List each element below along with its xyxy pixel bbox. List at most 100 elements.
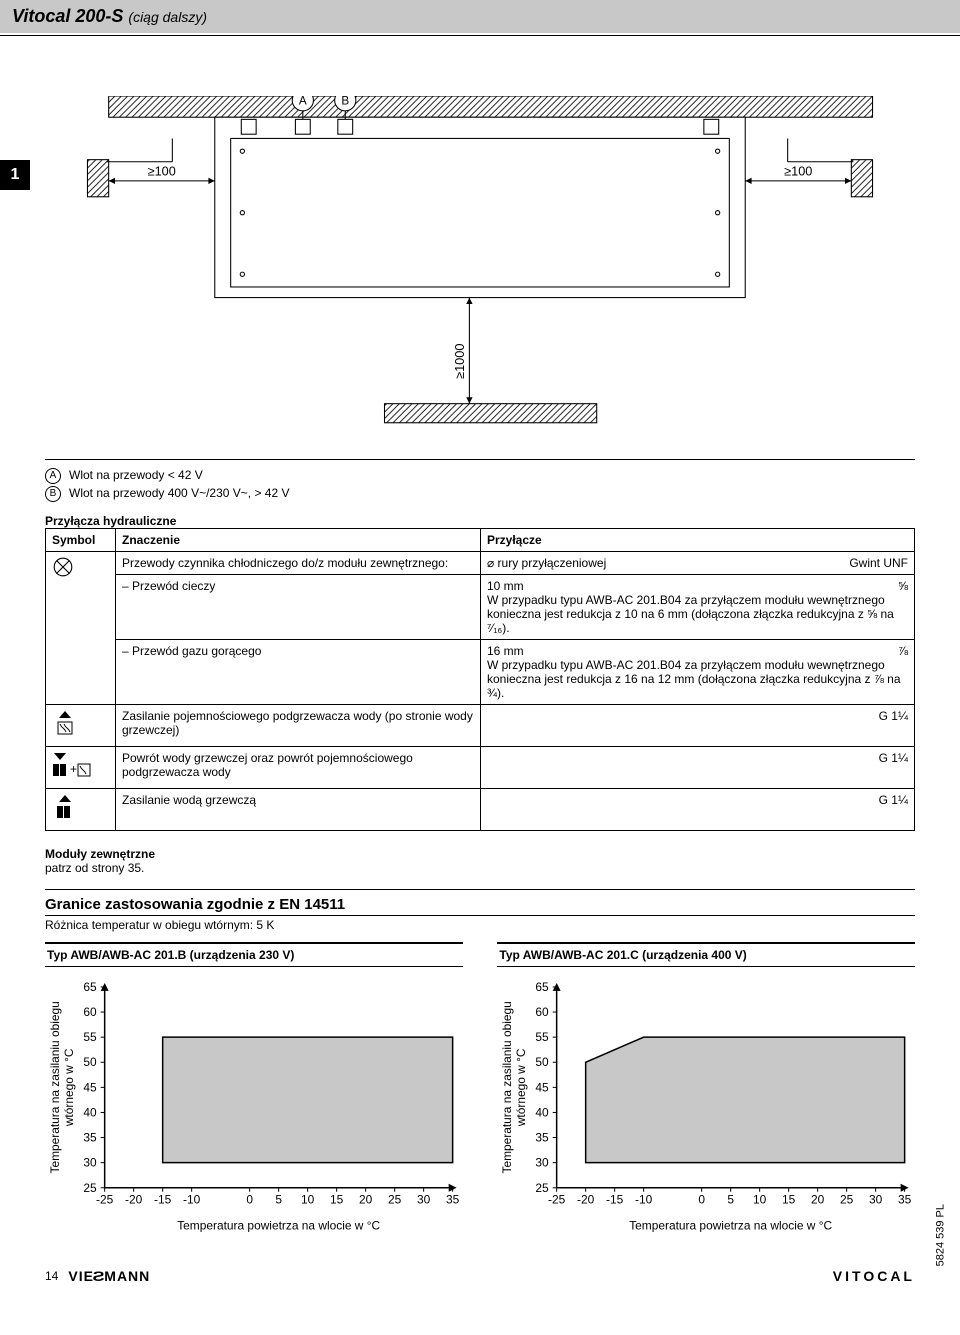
svg-text:0: 0	[246, 1192, 253, 1206]
sub-liquid-conn: 10 mm ⅝ W przypadku typu AWB-AC 201.B04 …	[480, 574, 914, 639]
sym-heater-up-rad: +	[46, 746, 116, 788]
svg-text:wtórnego w °C: wtórnego w °C	[62, 1048, 76, 1127]
th-meaning: Znaczenie	[116, 528, 481, 551]
svg-text:30: 30	[536, 1155, 550, 1169]
svg-text:-15: -15	[606, 1192, 624, 1206]
svg-text:25: 25	[388, 1192, 402, 1206]
diagram-label-a: A	[299, 96, 307, 107]
svg-text:-25: -25	[96, 1192, 114, 1206]
svg-text:30: 30	[869, 1192, 883, 1206]
svg-text:-10: -10	[183, 1192, 201, 1206]
meaning-rad-down: Zasilanie wodą grzewczą	[116, 788, 481, 830]
svg-text:-20: -20	[577, 1192, 595, 1206]
sym-rad-down	[46, 788, 116, 830]
th-symbol: Symbol	[46, 528, 116, 551]
svg-text:Temperatura na zasilaniu obieg: Temperatura na zasilaniu obiegu	[500, 1001, 514, 1173]
svg-text:40: 40	[83, 1105, 97, 1119]
product-line: VITOCAL	[833, 1268, 915, 1284]
chart-right-svg: 253035404550556065-25-20-15-100510152025…	[497, 977, 915, 1236]
svg-text:10: 10	[301, 1192, 315, 1206]
svg-text:25: 25	[536, 1180, 550, 1194]
svg-text:-15: -15	[154, 1192, 172, 1206]
connections-table: Symbol Znaczenie Przyłącze Przewody czyn…	[45, 528, 915, 831]
svg-text:50: 50	[83, 1055, 97, 1069]
svg-text:65: 65	[536, 979, 550, 993]
svg-text:30: 30	[83, 1155, 97, 1169]
svg-text:5: 5	[275, 1192, 282, 1206]
chart-right-title: Typ AWB/AWB-AC 201.C (urządzenia 400 V)	[497, 942, 915, 967]
svg-text:35: 35	[446, 1192, 460, 1206]
svg-text:20: 20	[811, 1192, 825, 1206]
chart-left-title: Typ AWB/AWB-AC 201.B (urządzenia 230 V)	[45, 942, 463, 967]
document-id: 5824 539 PL	[934, 1204, 946, 1266]
svg-text:+: +	[70, 762, 77, 776]
svg-text:25: 25	[83, 1180, 97, 1194]
limits-text: Różnica temperatur w obiegu wtórnym: 5 K	[45, 918, 915, 932]
page-number: 14	[45, 1269, 58, 1283]
th-connection: Przyłącze	[480, 528, 914, 551]
dim-left: ≥100	[148, 164, 176, 179]
brand-logo: VIEƧMANN	[68, 1268, 150, 1284]
meaning-heater-down: Zasilanie pojemnościowego podgrzewacza w…	[116, 704, 481, 746]
diagram-legend: A Wlot na przewody < 42 V B Wlot na prze…	[45, 468, 915, 502]
diagram-label-b: B	[341, 96, 349, 107]
svg-text:-25: -25	[548, 1192, 566, 1206]
section-number-tab: 1	[0, 160, 30, 190]
svg-text:wtórnego w °C: wtórnego w °C	[514, 1048, 528, 1127]
conn-rad-down: G 1¼	[480, 788, 914, 830]
svg-text:35: 35	[536, 1130, 550, 1144]
conn-heater-down: G 1¼	[480, 704, 914, 746]
svg-text:Temperatura na zasilaniu obieg: Temperatura na zasilaniu obiegu	[48, 1001, 62, 1173]
dim-right: ≥100	[784, 164, 812, 179]
svg-text:0: 0	[699, 1192, 706, 1206]
svg-text:45: 45	[83, 1080, 97, 1094]
svg-text:40: 40	[536, 1105, 550, 1119]
header-rule	[0, 35, 960, 36]
svg-text:60: 60	[83, 1005, 97, 1019]
conn-heater-up-rad: G 1¼	[480, 746, 914, 788]
svg-text:-10: -10	[635, 1192, 653, 1206]
limits-heading: Granice zastosowania zgodnie z EN 14511	[45, 896, 915, 913]
sub-liquid-label: – Przewód cieczy	[116, 574, 481, 639]
legend-symbol-a: A	[45, 468, 61, 484]
svg-text:35: 35	[898, 1192, 912, 1206]
legend-text-b: Wlot na przewody 400 V~/230 V~, > 42 V	[69, 486, 289, 500]
svg-text:55: 55	[536, 1030, 550, 1044]
svg-text:10: 10	[753, 1192, 767, 1206]
legend-text-a: Wlot na przewody < 42 V	[69, 468, 203, 482]
page-content: A B ≥100 ≥100 ≥1000 A Wlot na przew	[0, 96, 960, 1258]
continued-label: (ciąg dalszy)	[128, 9, 207, 25]
diagram-rule	[45, 459, 915, 460]
diagram-svg: A B ≥100 ≥100 ≥1000	[45, 96, 915, 436]
page-header: Vitocal 200-S (ciąg dalszy)	[0, 0, 960, 33]
sym-refrigerant	[46, 551, 116, 704]
modules-heading: Moduły zewnętrzne	[45, 847, 915, 861]
chart-left-col: Typ AWB/AWB-AC 201.B (urządzenia 230 V) …	[45, 942, 463, 1239]
installation-diagram: A B ≥100 ≥100 ≥1000	[45, 96, 915, 439]
modules-text: patrz od strony 35.	[45, 861, 915, 875]
svg-text:-20: -20	[125, 1192, 143, 1206]
svg-text:15: 15	[782, 1192, 796, 1206]
svg-text:45: 45	[536, 1080, 550, 1094]
sym-heater-down	[46, 704, 116, 746]
meaning-heater-up-rad: Powrót wody grzewczej oraz powrót pojemn…	[116, 746, 481, 788]
svg-text:5: 5	[728, 1192, 735, 1206]
svg-text:60: 60	[536, 1005, 550, 1019]
legend-symbol-b: B	[45, 486, 61, 502]
meaning-refrigerant: Przewody czynnika chłodniczego do/z modu…	[116, 551, 481, 574]
dim-below: ≥1000	[452, 344, 467, 379]
rule-before-limits	[45, 889, 915, 890]
sub-gas-label: – Przewód gazu gorącego	[116, 639, 481, 704]
svg-text:50: 50	[536, 1055, 550, 1069]
conn-header-row: ⌀ rury przyłączeniowej Gwint UNF	[480, 551, 914, 574]
svg-text:35: 35	[83, 1130, 97, 1144]
svg-text:Temperatura powietrza na wloci: Temperatura powietrza na wlocie w °C	[177, 1218, 380, 1232]
model-title: Vitocal 200-S	[12, 6, 123, 26]
svg-text:55: 55	[83, 1030, 97, 1044]
table-caption: Przyłącza hydrauliczne	[45, 514, 915, 528]
rule-after-limits-h	[45, 915, 915, 916]
svg-text:20: 20	[359, 1192, 373, 1206]
chart-right-col: Typ AWB/AWB-AC 201.C (urządzenia 400 V) …	[497, 942, 915, 1239]
svg-text:Temperatura powietrza na wloci: Temperatura powietrza na wlocie w °C	[630, 1218, 833, 1232]
svg-text:15: 15	[330, 1192, 344, 1206]
